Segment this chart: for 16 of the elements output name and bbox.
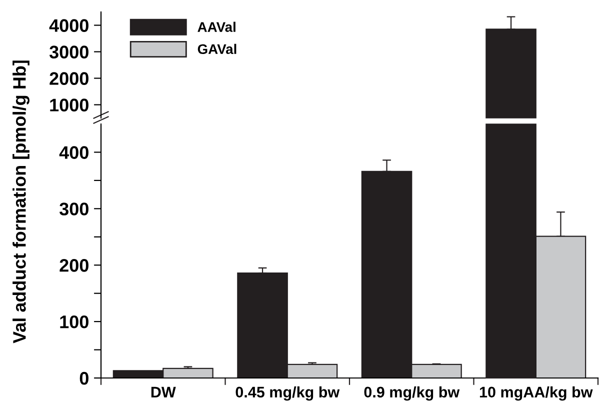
y-tick-label: 2000 — [50, 72, 88, 85]
legend-label: GAVal — [198, 44, 236, 54]
x-tick-label: DW — [151, 386, 176, 398]
y-tick-label: 100 — [60, 315, 88, 328]
x-tick-label: 0.45 mg/kg bw — [236, 386, 340, 401]
y-tick-label: 400 — [59, 146, 88, 159]
x-tick-label: 10 mgAA/kg bw — [480, 386, 593, 401]
y-tick-label: 4000 — [49, 19, 88, 32]
y-tick-label: 1000 — [50, 98, 88, 112]
x-tick-label: 0.9 mg/kg bw — [364, 386, 460, 401]
y-tick-label: 0 — [80, 372, 88, 385]
y-tick-label: 3000 — [49, 46, 88, 58]
legend-label: AAVal — [198, 22, 236, 32]
y-tick-label: 200 — [60, 259, 88, 272]
y-axis-title: Val adduct formation [pmol/g Hb] — [12, 60, 30, 344]
y-tick-label: 300 — [59, 202, 88, 216]
